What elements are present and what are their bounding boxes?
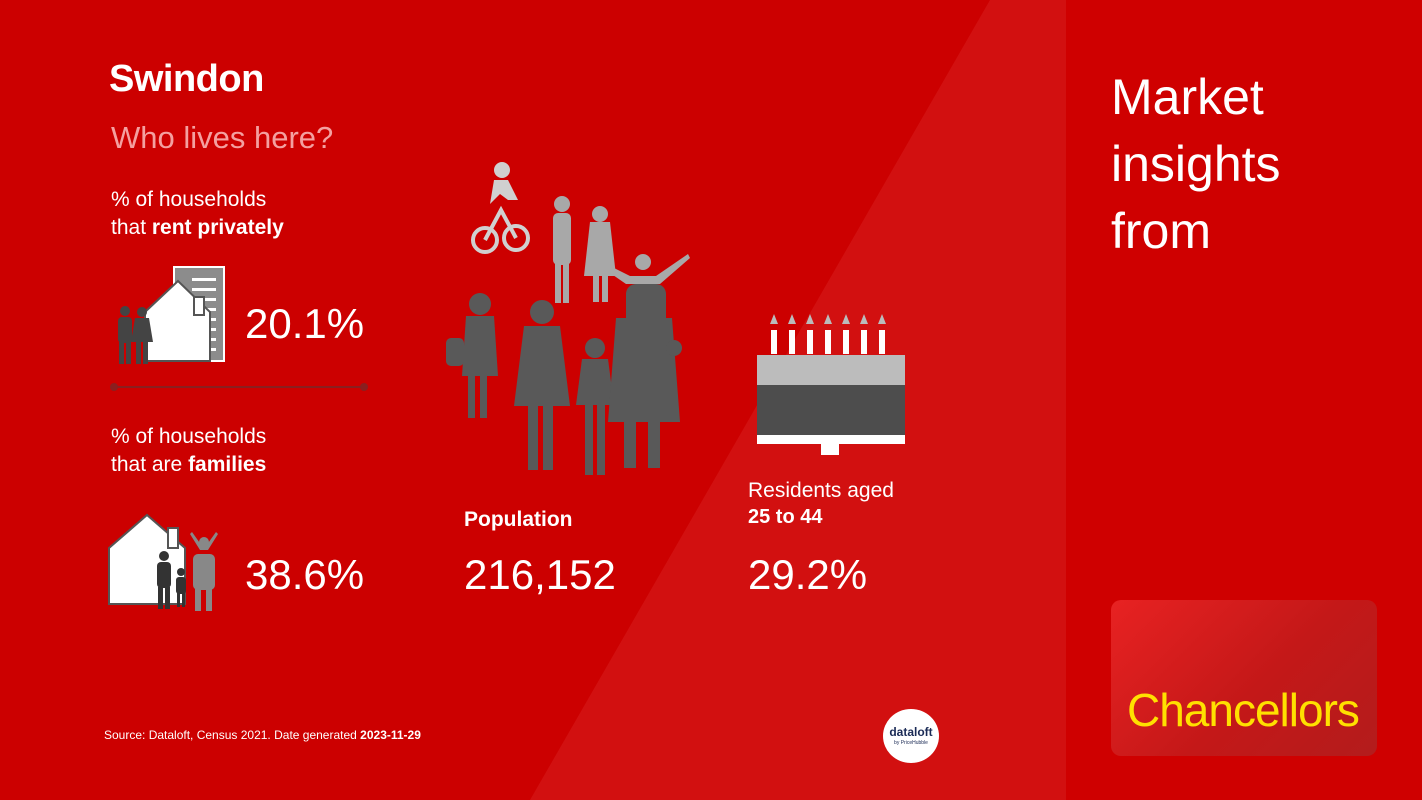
dataloft-logo-text: dataloft: [889, 725, 933, 739]
families-label-line2: that are families: [111, 453, 267, 476]
section-divider: [110, 383, 368, 391]
rent-label-line1: % of households: [111, 188, 267, 211]
birthday-cake-icon: [757, 314, 905, 455]
families-label-line1: % of households: [111, 425, 267, 448]
people-crowd-icon: [446, 162, 690, 475]
chancellors-logo-card[interactable]: [1111, 600, 1377, 756]
rent-value: 20.1%: [245, 300, 365, 347]
families-label: % of households that are families: [111, 423, 266, 479]
page-title: Swindon: [109, 58, 264, 100]
population-value: 216,152: [464, 551, 616, 598]
heading-line2: insights: [1111, 136, 1281, 192]
age-value: 29.2%: [748, 551, 868, 598]
chancellors-logo: Chancellors: [1127, 684, 1360, 736]
house-with-family-icon: [108, 513, 218, 611]
dataloft-badge[interactable]: dataloft by PriceHubble: [883, 709, 939, 763]
house-with-apartment-icon: [118, 266, 225, 364]
heading-line3: from: [1111, 203, 1211, 259]
age-label: Residents aged 25 to 44: [748, 478, 894, 530]
population-label: Population: [464, 508, 573, 531]
dataloft-logo-subtext: by PriceHubble: [894, 740, 928, 746]
market-insights-heading: Market insights from: [1111, 64, 1281, 265]
heading-line1: Market: [1111, 69, 1264, 125]
rent-label-line2: that rent privately: [111, 216, 284, 239]
source-date: 2023-11-29: [360, 728, 421, 742]
source-note: Source: Dataloft, Census 2021. Date gene…: [104, 728, 421, 742]
source-text: Source: Dataloft, Census 2021. Date gene…: [104, 728, 357, 742]
age-label-line2: 25 to 44: [748, 506, 823, 528]
rent-label: % of households that rent privately: [111, 186, 284, 242]
age-label-line1: Residents aged: [748, 479, 894, 502]
page-subtitle: Who lives here?: [111, 120, 334, 155]
families-value: 38.6%: [245, 551, 365, 598]
